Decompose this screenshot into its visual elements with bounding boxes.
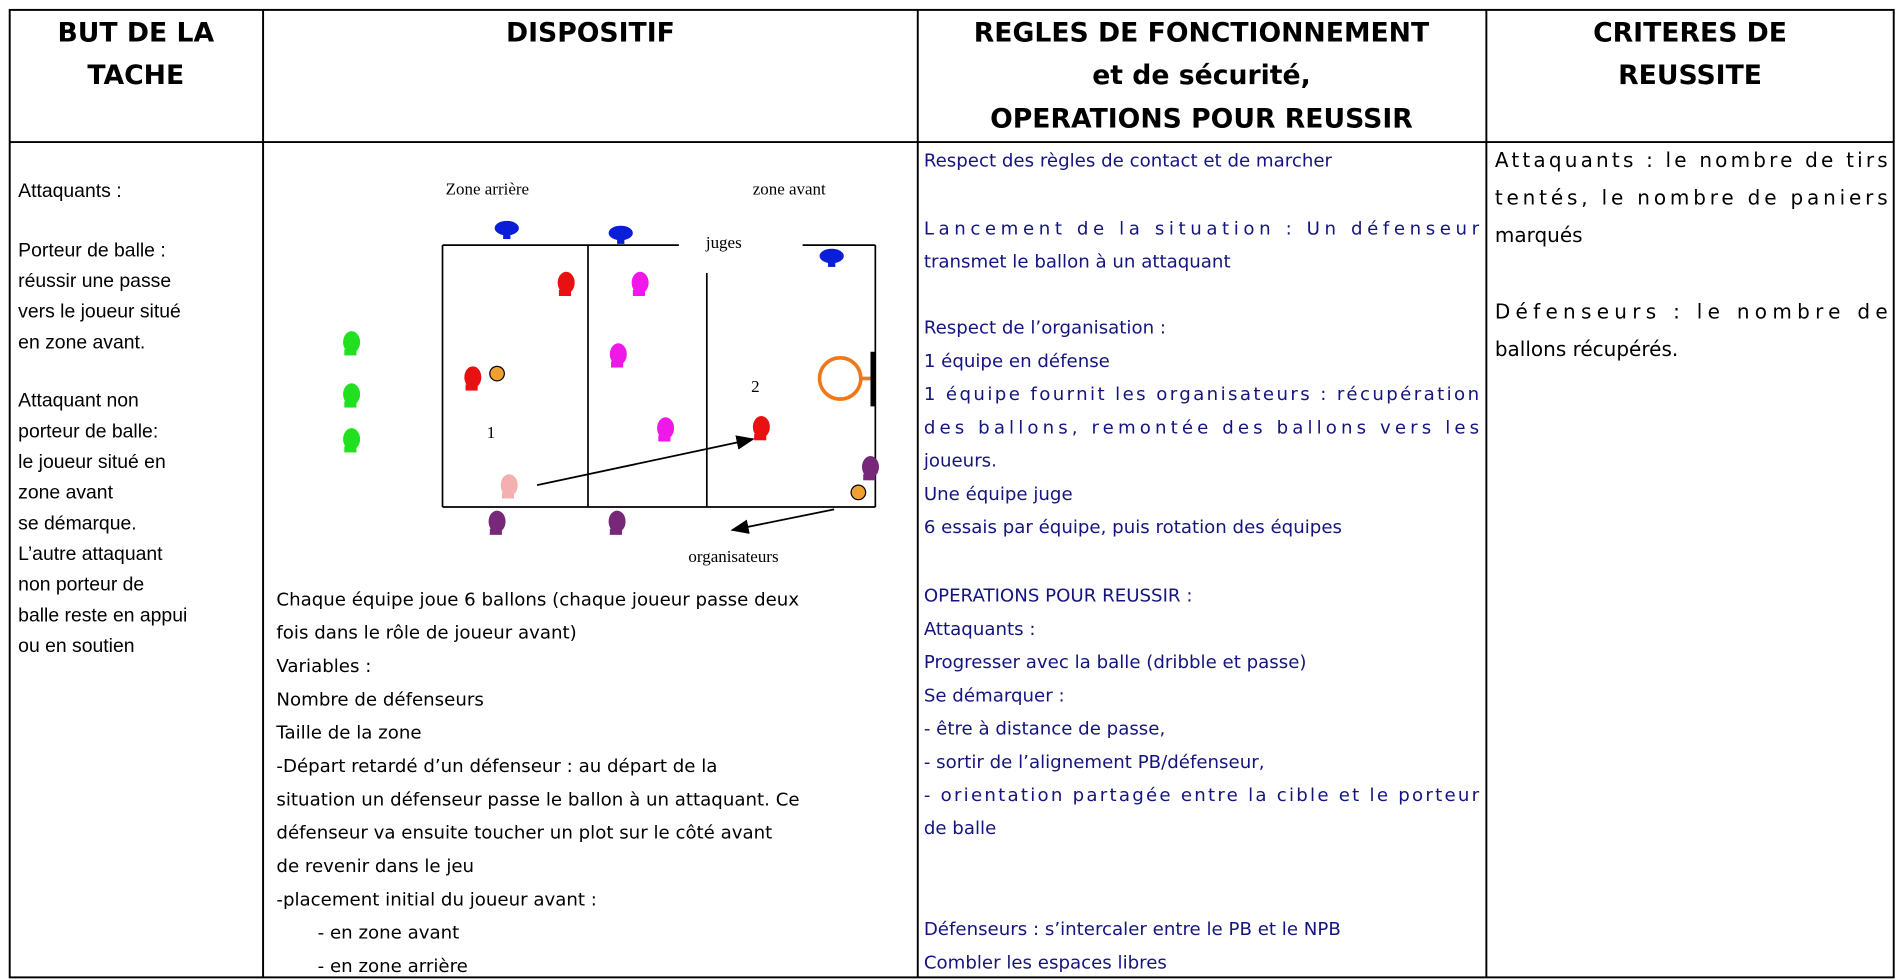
- cell-text: Porteur de balle :: [18, 239, 166, 261]
- player-icon: [344, 446, 357, 453]
- player-icon: [611, 361, 624, 368]
- cell-text: - en zone avant: [318, 923, 460, 944]
- cell-text: ou en soutien: [18, 635, 134, 657]
- diagram-label: 2: [751, 377, 759, 396]
- header-cell: CRITERES DE: [1593, 18, 1787, 49]
- diagram-label: juges: [705, 233, 742, 252]
- cell-text: -placement initial du joueur avant :: [276, 889, 597, 910]
- cell-text: Respect des règles de contact et de marc…: [924, 150, 1333, 171]
- cell-text: - sortir de l’alignement PB/défenseur,: [924, 752, 1265, 773]
- cell-text: Attaquants : le nombre de tirs: [1495, 148, 1888, 172]
- cell-text: balle reste en appui: [18, 604, 187, 626]
- player-icon: [343, 331, 361, 354]
- player-icon: [658, 435, 671, 442]
- cell-text: - en zone arrière: [318, 956, 468, 977]
- cell-text: OPERATIONS POUR REUSSIR :: [924, 586, 1193, 607]
- cell-text: Une équipe juge: [924, 484, 1073, 505]
- diagram-label: 1: [487, 423, 495, 442]
- cell-text: réussir une passe: [18, 270, 171, 292]
- cell-text: de revenir dans le jeu: [276, 856, 474, 877]
- cell-text: 1 équipe en défense: [924, 351, 1110, 372]
- player-icon: [863, 474, 876, 481]
- header-cell: REUSSITE: [1618, 60, 1762, 91]
- cell-text: en zone avant.: [18, 331, 145, 353]
- header-cell: REGLES DE FONCTIONNEMENT: [974, 18, 1430, 49]
- cell-text: Attaquant non: [18, 390, 139, 412]
- player-icon: [657, 417, 675, 440]
- header-cell: et de sécurité,: [1092, 60, 1311, 91]
- cell-text: - être à distance de passe,: [924, 719, 1165, 740]
- player-icon: [632, 289, 645, 297]
- cell-text: L’autre attaquant: [18, 543, 163, 565]
- cell-text: des ballons, remontée des ballons vers l…: [924, 417, 1479, 438]
- player-icon: [609, 528, 622, 535]
- player-icon: [464, 366, 482, 389]
- header-cell: DISPOSITIF: [506, 18, 675, 49]
- cell-text: Chaque équipe joue 6 ballons (chaque jou…: [276, 589, 799, 610]
- header-cell: BUT DE LA: [57, 18, 214, 49]
- cell-text: Variables :: [276, 656, 371, 677]
- player-icon: [752, 416, 770, 438]
- player-icon: [465, 384, 478, 391]
- cell-text: non porteur de: [18, 574, 144, 596]
- header-cell: OPERATIONS POUR REUSSIR: [990, 104, 1413, 135]
- cell-text: défenseur va ensuite toucher un plot sur…: [276, 823, 772, 844]
- cell-text: joueurs.: [923, 451, 997, 472]
- player-icon: [500, 474, 518, 497]
- player-icon: [558, 289, 572, 297]
- cell-text: se démarque.: [18, 512, 136, 534]
- player-icon: [828, 256, 836, 267]
- player-icon: [343, 383, 361, 406]
- cell-text: Se démarquer :: [924, 685, 1065, 706]
- cell-text: ballons récupérés.: [1495, 337, 1678, 361]
- cell-text: Taille de la zone: [275, 723, 421, 744]
- cell-text: 6 essais par équipe, puis rotation des é…: [924, 517, 1342, 538]
- cell-text: le joueur situé en: [18, 451, 166, 473]
- cell-text: fois dans le rôle de joueur avant): [276, 623, 576, 644]
- cell-text: Attaquants :: [18, 180, 121, 202]
- player-icon: [631, 271, 649, 294]
- cell-text: Défenseurs : le nombre de: [1495, 299, 1888, 323]
- header-cell: TACHE: [87, 60, 184, 91]
- player-icon: [344, 401, 357, 408]
- player-icon: [861, 456, 879, 478]
- player-icon: [617, 232, 625, 244]
- cell-text: situation un défenseur passe le ballon à…: [276, 789, 799, 810]
- player-icon: [608, 510, 626, 533]
- player-icon: [609, 343, 627, 366]
- player-icon: [754, 434, 767, 441]
- cell-text: 1 équipe fournit les organisateurs : réc…: [924, 384, 1479, 405]
- table-borders: [8, 8, 1895, 979]
- player-icon: [489, 528, 502, 535]
- cell-text: marqués: [1495, 223, 1583, 247]
- diagram-label: organisateurs: [688, 547, 778, 566]
- cell-text: Combler les espaces libres: [924, 952, 1167, 973]
- court-diagram: Zone arrière zone avant juges 2 1 organisateu…: [343, 179, 879, 566]
- player-icon: [503, 228, 511, 240]
- cell-text: Attaquants :: [924, 619, 1036, 640]
- cell-text: Nombre de défenseurs: [276, 689, 483, 710]
- diagram-label: zone avant: [753, 179, 826, 198]
- diagram-label: Zone arrière: [446, 179, 529, 198]
- cell-text: porteur de balle:: [18, 420, 158, 442]
- cell-text: de balle: [924, 818, 996, 839]
- player-icon: [343, 428, 361, 450]
- cell-text: -Départ retardé d’un défenseur : au dépa…: [276, 756, 717, 777]
- cell-text: - orientation partagée entre la cible et…: [924, 785, 1480, 806]
- cell-text: Lancement de la situation : Un défenseur: [924, 218, 1480, 239]
- player-icon: [557, 271, 575, 294]
- player-icon: [344, 349, 357, 356]
- cell-text: transmet le ballon à un attaquant: [924, 252, 1231, 273]
- player-icon: [501, 492, 515, 499]
- cell-text: Progresser avec la balle (dribble et pas…: [924, 652, 1307, 673]
- cell-text: vers le joueur situé: [18, 301, 181, 323]
- cell-text: Respect de l’organisation :: [924, 318, 1166, 339]
- player-icon: [488, 510, 506, 533]
- cell-text: Défenseurs : s’intercaler entre le PB et…: [924, 919, 1341, 940]
- cell-text: zone avant: [18, 482, 113, 504]
- cell-text: tentés, le nombre de paniers: [1495, 186, 1888, 210]
